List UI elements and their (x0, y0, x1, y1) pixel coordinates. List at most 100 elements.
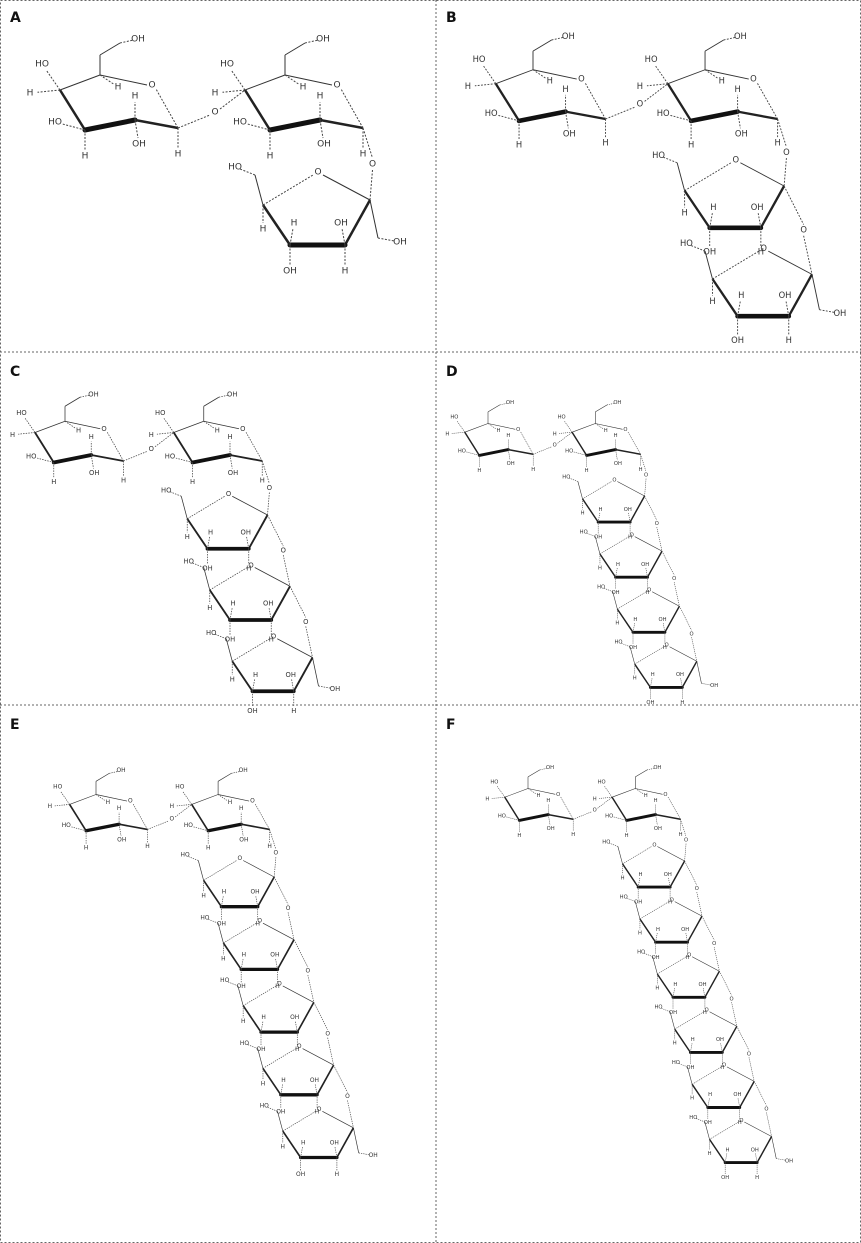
bond (327, 1037, 334, 1066)
bond (617, 846, 623, 864)
bond (532, 69, 546, 79)
bond (262, 174, 314, 206)
atom-label: OH (731, 335, 744, 345)
atom-label: H (242, 951, 246, 958)
atom-label: H (581, 510, 585, 516)
atom-label: HO (680, 238, 693, 248)
bond (613, 816, 627, 821)
atom-label: H (208, 528, 213, 536)
bond (369, 169, 373, 201)
atom-label: H (633, 617, 637, 623)
atom-label: H (51, 478, 56, 486)
bond (696, 1118, 706, 1123)
atom-label: OH (652, 955, 660, 961)
bond (783, 185, 805, 225)
bond (674, 1011, 704, 1030)
atom-label: O (306, 968, 311, 975)
bond (595, 423, 604, 429)
atom-label: H (719, 75, 725, 85)
bond (118, 824, 122, 837)
bond (451, 431, 465, 434)
bond (202, 879, 223, 908)
bond (292, 657, 314, 692)
atom-label: O (369, 160, 376, 170)
bond (696, 661, 702, 684)
atom-label: H (708, 1151, 712, 1157)
bond (277, 638, 313, 658)
bond (232, 495, 268, 516)
atom-label: H (621, 875, 625, 881)
bond (674, 901, 703, 917)
atom-label: OH (270, 951, 279, 958)
bond (69, 794, 97, 805)
atom-label: OH (225, 636, 235, 644)
bond (64, 396, 81, 407)
bond (247, 514, 269, 550)
bond (46, 70, 61, 91)
bond (777, 118, 787, 148)
bond (691, 637, 698, 662)
atom-label: O (783, 147, 790, 157)
atom-label: O (101, 425, 106, 433)
atom-label: H (598, 565, 602, 571)
atom-label: H (117, 805, 121, 812)
bond (208, 918, 219, 924)
bond (182, 791, 192, 805)
structure: OHOHHHOOHHHOHHOOHOHHHOOHHHOHHOOHOHOHHHOH… (48, 767, 378, 1178)
bond (617, 591, 647, 610)
atom-label: HO (689, 1115, 697, 1121)
bond (222, 89, 246, 93)
atom-label: H (673, 982, 677, 988)
atom-label: H (477, 468, 481, 474)
bond (208, 589, 231, 621)
atom-label: OH (676, 672, 684, 678)
bond (203, 567, 211, 591)
atom-label: HO (228, 163, 242, 173)
atom-label: H (679, 832, 683, 838)
bond (634, 646, 664, 665)
bond (95, 773, 110, 782)
bond (667, 796, 681, 820)
atom-label: OH (393, 238, 407, 248)
atom-label: OH (202, 564, 212, 572)
atom-label: H (604, 428, 608, 434)
atom-label: OH (88, 390, 98, 398)
bond (464, 423, 489, 433)
bond (704, 250, 713, 280)
atom-label: HO (233, 118, 247, 128)
atom-label: HO (605, 813, 613, 819)
atom-label: OH (624, 507, 632, 513)
bond (565, 110, 606, 121)
atom-label: OH (703, 247, 716, 257)
atom-label: H (755, 1175, 759, 1181)
bond (243, 89, 272, 131)
atom-label: OH (117, 767, 126, 774)
bond (768, 250, 813, 275)
bond (635, 788, 644, 794)
bond (679, 606, 692, 631)
bond (709, 1121, 739, 1140)
atom-label: O (333, 81, 340, 91)
atom-label: HO (184, 558, 194, 566)
atom-label: O (325, 1030, 330, 1037)
bond (551, 36, 565, 41)
atom-label: H (261, 1081, 265, 1088)
atom-label: H (267, 152, 274, 162)
bond (753, 1081, 767, 1106)
bond (456, 420, 466, 433)
bond (712, 250, 760, 280)
bond (243, 985, 277, 1006)
bond (691, 1083, 709, 1108)
bond (573, 811, 592, 820)
bond (219, 89, 246, 110)
atom-label: H (212, 89, 219, 99)
atom-label: H (190, 478, 195, 486)
bond (548, 814, 551, 826)
atom-label: OH (546, 765, 554, 771)
atom-label: H (616, 562, 620, 568)
atom-label: H (445, 431, 449, 437)
bond (669, 646, 697, 662)
bond (300, 1146, 303, 1158)
bond (650, 677, 653, 688)
